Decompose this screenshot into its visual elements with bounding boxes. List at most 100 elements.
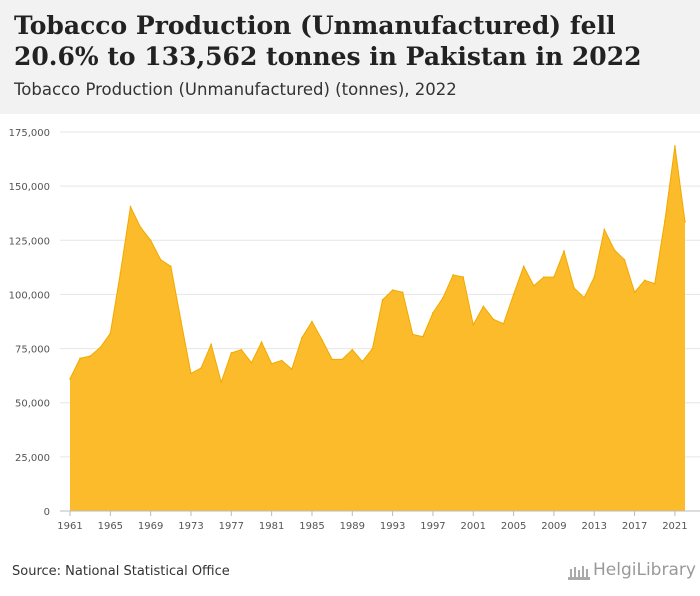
data-point: [230, 352, 233, 354]
x-axis-labels: 1961 1965 1969 1973 1977 1981 1985 1989 1993 1997…: [57, 521, 687, 532]
data-point: [371, 347, 374, 350]
data-point: [512, 293, 515, 296]
data-point: [573, 287, 575, 289]
data-point: [351, 348, 354, 351]
data-point: [502, 322, 505, 325]
y-tick-label: 0: [44, 507, 50, 518]
data-point: [321, 339, 323, 341]
y-tick-label: 125,000: [9, 236, 50, 247]
x-tick-label: 1989: [340, 521, 365, 532]
data-point: [341, 358, 344, 361]
x-tick-label: 1973: [178, 521, 203, 532]
x-tick-label: 2013: [582, 521, 607, 532]
data-point: [190, 372, 192, 375]
data-point: [532, 284, 535, 287]
data-point: [129, 205, 132, 208]
library-icon: [568, 566, 590, 580]
data-point: [674, 145, 676, 147]
data-point: [69, 378, 71, 380]
data-point: [240, 348, 243, 351]
area-fill: [70, 146, 685, 511]
chart-subtitle: Tobacco Production (Unmanufactured) (ton…: [14, 80, 457, 99]
data-point: [653, 282, 656, 285]
data-point: [623, 258, 626, 261]
helgi-library-logo: HelgiLibrary: [568, 560, 696, 580]
data-point: [361, 360, 364, 363]
page-title: Tobacco Production (Unmanufactured) fell…: [14, 11, 642, 71]
data-point: [613, 249, 616, 251]
data-point: [99, 346, 102, 349]
data-point: [522, 265, 525, 268]
y-tick-label: 25,000: [15, 453, 50, 464]
x-axis: [60, 510, 700, 516]
x-tick-label: 1997: [420, 521, 445, 532]
y-tick-label: 50,000: [15, 399, 50, 410]
data-point: [139, 226, 142, 229]
data-point: [633, 291, 636, 294]
data-point: [210, 343, 212, 346]
x-tick-label: 1985: [299, 521, 324, 532]
data-point: [643, 279, 646, 282]
y-axis-labels: 0 25,000 50,000 75,000 100,000 125,000 150,000…: [9, 128, 50, 518]
header-background: [0, 0, 700, 114]
data-point: [250, 361, 253, 364]
x-tick-label: 1977: [219, 521, 244, 532]
data-point: [180, 319, 182, 322]
y-tick-label: 100,000: [9, 290, 50, 301]
data-point: [411, 333, 414, 336]
data-point: [482, 305, 485, 308]
data-point: [442, 296, 444, 299]
x-tick-label: 2017: [622, 521, 647, 532]
data-area: [69, 145, 686, 511]
data-point: [331, 358, 333, 361]
data-point: [159, 258, 162, 261]
data-point: [553, 276, 555, 278]
x-tick-label: 1993: [380, 521, 405, 532]
source-note: Source: National Statistical Office: [12, 564, 230, 579]
data-point: [109, 332, 112, 335]
data-point: [89, 355, 91, 357]
data-point: [170, 265, 172, 268]
data-point: [472, 323, 475, 326]
data-point: [119, 271, 122, 274]
y-tick-label: 150,000: [9, 182, 50, 193]
x-tick-label: 1961: [57, 521, 82, 532]
data-point: [381, 299, 384, 301]
x-tick-label: 1981: [259, 521, 284, 532]
x-tick-label: 2001: [461, 521, 486, 532]
x-tick-label: 1969: [138, 521, 163, 532]
data-point: [79, 357, 81, 360]
data-point: [220, 381, 223, 383]
data-point: [684, 220, 686, 223]
y-tick-label: 75,000: [15, 345, 50, 356]
data-point: [149, 239, 152, 242]
data-point: [270, 362, 273, 365]
data-point: [492, 318, 495, 321]
x-tick-label: 2009: [541, 521, 566, 532]
data-point: [401, 291, 404, 294]
data-point: [563, 250, 565, 252]
data-point: [593, 276, 596, 278]
data-point: [200, 367, 202, 369]
x-tick-label: 2021: [662, 521, 687, 532]
data-point: [664, 219, 666, 222]
data-point: [543, 276, 545, 278]
data-point: [452, 274, 454, 276]
x-tick-label: 1965: [98, 521, 123, 532]
data-point: [583, 296, 585, 299]
area-chart: 0 25,000 50,000 75,000 100,000 125,000 150,000…: [9, 128, 700, 532]
data-point: [462, 276, 465, 278]
data-point: [391, 289, 394, 291]
data-point: [422, 335, 424, 338]
data-point: [280, 359, 283, 362]
data-point: [603, 228, 606, 231]
data-point: [432, 312, 434, 314]
data-point: [291, 368, 293, 370]
logo-text: HelgiLibrary: [593, 560, 696, 580]
data-point: [260, 341, 263, 343]
x-tick-label: 2005: [501, 521, 526, 532]
series-line: [69, 146, 686, 384]
data-point: [311, 320, 313, 323]
data-point: [301, 336, 303, 339]
y-tick-label: 175,000: [9, 128, 50, 139]
